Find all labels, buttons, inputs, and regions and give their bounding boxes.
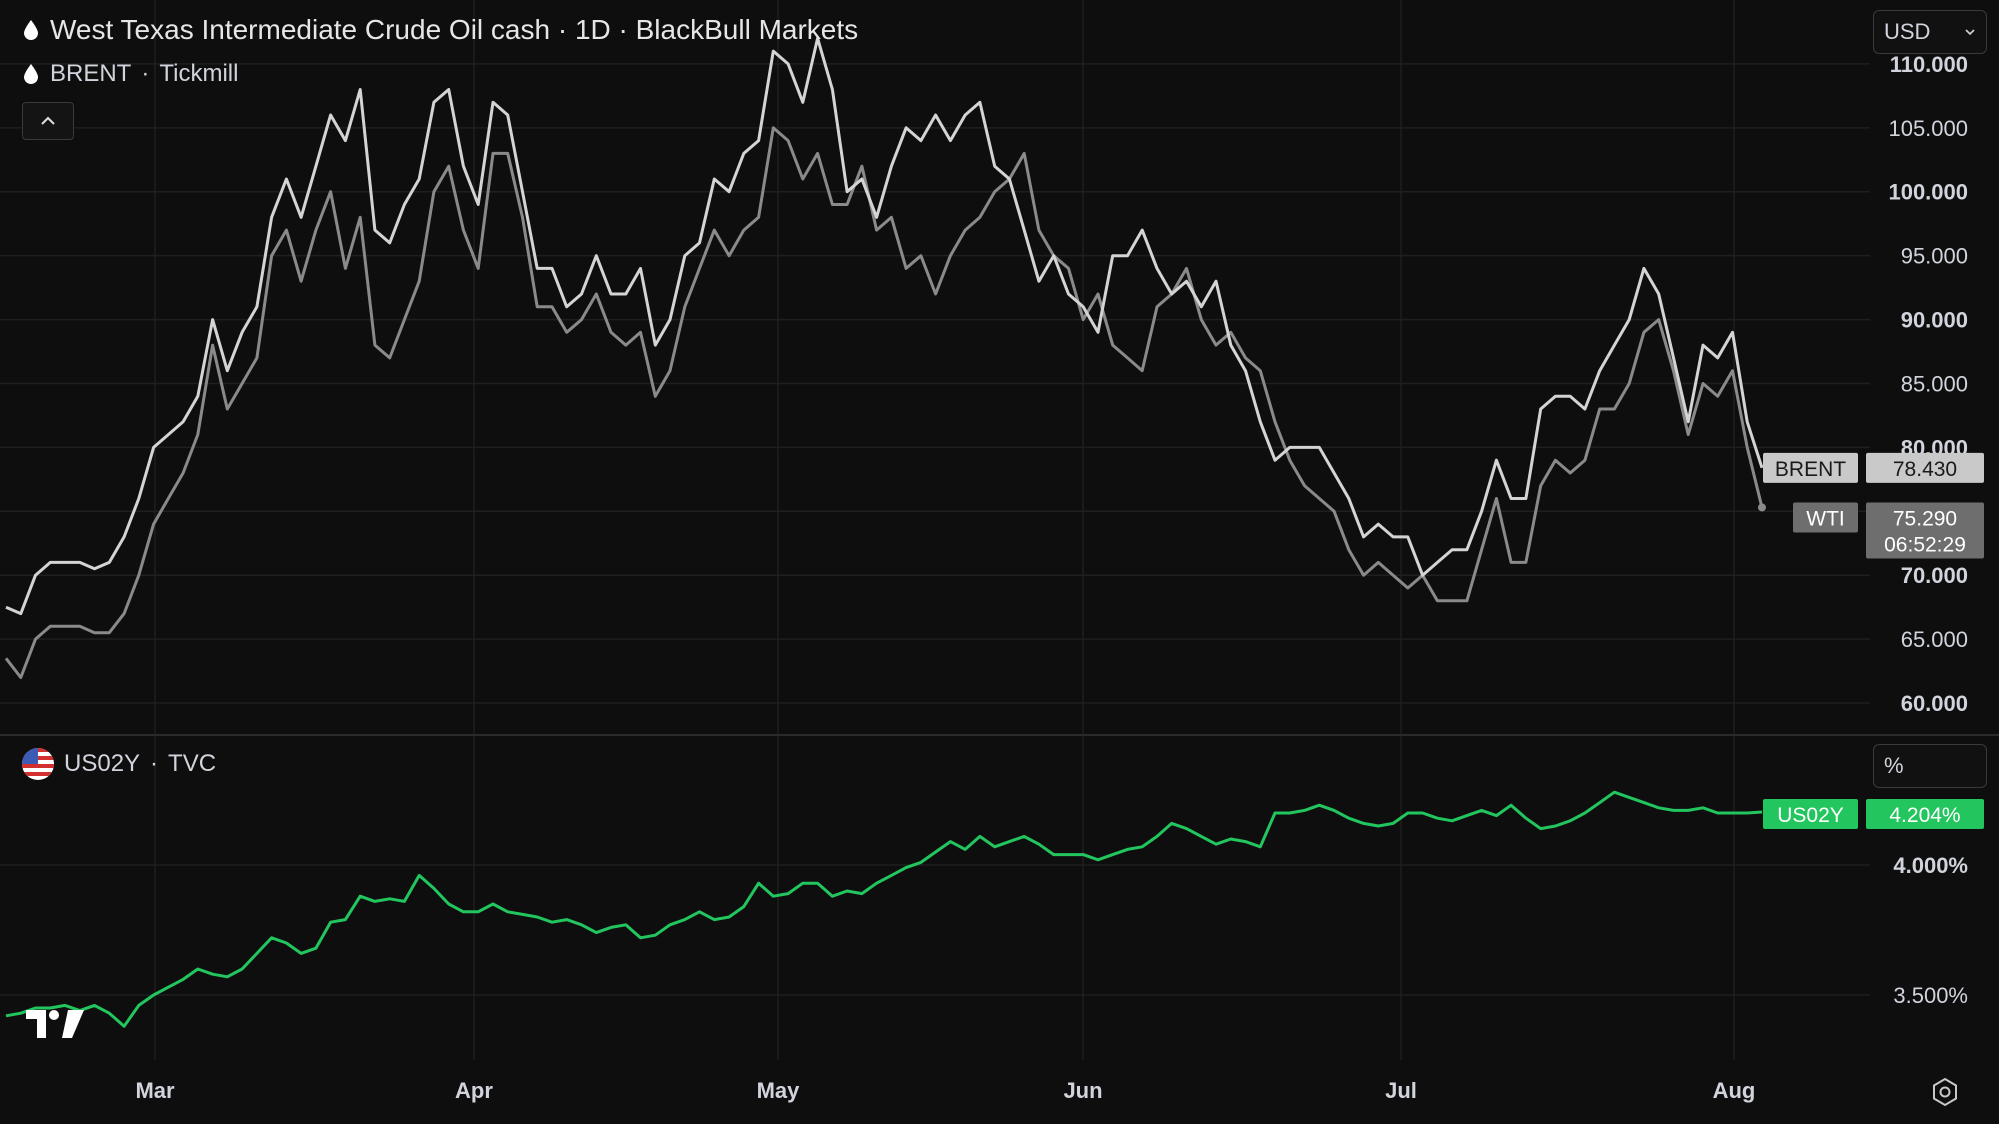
price-label-us02y: US02Y 4.204% — [1763, 798, 1984, 829]
countdown-text: 06:52:29 — [1884, 533, 1966, 556]
y-tick-label: 65.000 — [1901, 627, 1968, 652]
settings-icon[interactable] — [1929, 1076, 1961, 1108]
series-name-tag — [1793, 502, 1858, 533]
currency-select[interactable]: USD — [1873, 10, 1987, 54]
us-flag-icon — [22, 748, 54, 780]
lower-symbol: US02Y — [64, 750, 141, 777]
last-value-text: 78.430 — [1893, 458, 1957, 481]
compare-legend[interactable]: BRENT · Tickmill — [22, 60, 238, 88]
series-line-us02y[interactable] — [5, 790, 1763, 1028]
x-tick-label: May — [757, 1078, 801, 1103]
y-tick-label: 110.000 — [1890, 52, 1968, 77]
last-value-tag — [1866, 502, 1984, 559]
yield-series — [5, 790, 1763, 1028]
price-label-brent: BRENT 78.430 — [1763, 452, 1984, 483]
currency-value: USD — [1884, 19, 1931, 44]
y-tick-label: 100.000 — [1888, 180, 1968, 205]
y-tick-label: 85.000 — [1901, 371, 1968, 396]
x-tick-label: Apr — [455, 1078, 493, 1103]
oil-drop-icon — [24, 20, 38, 40]
last-value-tag — [1866, 798, 1984, 829]
series-name-tag — [1763, 452, 1858, 483]
unit-value: % — [1884, 753, 1904, 778]
series-name-text: WTI — [1806, 507, 1844, 530]
series-line-wti[interactable] — [4, 126, 1764, 679]
series-name-text: US02Y — [1777, 804, 1844, 827]
last-value-text: 4.204% — [1889, 804, 1960, 827]
chevron-up-icon — [41, 116, 55, 125]
series-line-brent[interactable] — [5, 36, 1764, 616]
yield-axis[interactable]: 3.500% 4.000% — [1893, 853, 1968, 1008]
x-tick-label: Aug — [1713, 1078, 1756, 1103]
time-axis[interactable]: Mar Apr May Jun Jul Aug — [135, 1078, 1755, 1103]
x-tick-label: Jul — [1385, 1078, 1417, 1103]
x-tick-label: Jun — [1063, 1078, 1102, 1103]
last-value-text: 75.290 — [1893, 507, 1957, 530]
last-price-labels: BRENT 78.430 WTI 75.290 06:52:29 US02Y 4.204% — [1758, 452, 1984, 829]
y-tick-label: 95.000 — [1901, 244, 1968, 269]
series-name-tag — [1763, 798, 1858, 829]
lower-legend[interactable]: US02Y · TVC — [22, 748, 216, 780]
y-tick-label: 90.000 — [1901, 308, 1968, 333]
series-name-text: BRENT — [1775, 458, 1846, 481]
main-legend[interactable]: West Texas Intermediate Crude Oil cash ·… — [22, 14, 858, 46]
separator-dot: · — [141, 60, 150, 87]
y-tick-label: 70.000 — [1901, 563, 1968, 588]
oil-drop-icon — [24, 64, 38, 84]
grid-lines — [0, 0, 1870, 1060]
last-value-tag — [1866, 452, 1984, 483]
price-label-wti: WTI 75.290 06:52:29 — [1793, 502, 1984, 559]
collapse-legend-button[interactable] — [22, 102, 74, 140]
x-tick-label: Mar — [135, 1078, 175, 1103]
last-point-marker — [1758, 503, 1766, 512]
separator-dot: · — [150, 750, 159, 777]
price-series — [4, 36, 1764, 679]
chevron-down-icon — [1965, 29, 1975, 36]
main-title: West Texas Intermediate Crude Oil cash ·… — [50, 14, 859, 45]
unit-select[interactable]: % — [1873, 744, 1987, 788]
y-tick-label: 4.000% — [1893, 853, 1968, 878]
lower-source: TVC — [168, 750, 217, 777]
y-tick-label: 60.000 — [1901, 691, 1968, 716]
compare-symbol: BRENT — [50, 60, 132, 87]
compare-source: Tickmill — [159, 60, 239, 87]
tradingview-logo-icon[interactable] — [24, 1004, 86, 1044]
y-tick-label: 3.500% — [1893, 983, 1968, 1008]
y-tick-label: 105.000 — [1888, 116, 1968, 141]
